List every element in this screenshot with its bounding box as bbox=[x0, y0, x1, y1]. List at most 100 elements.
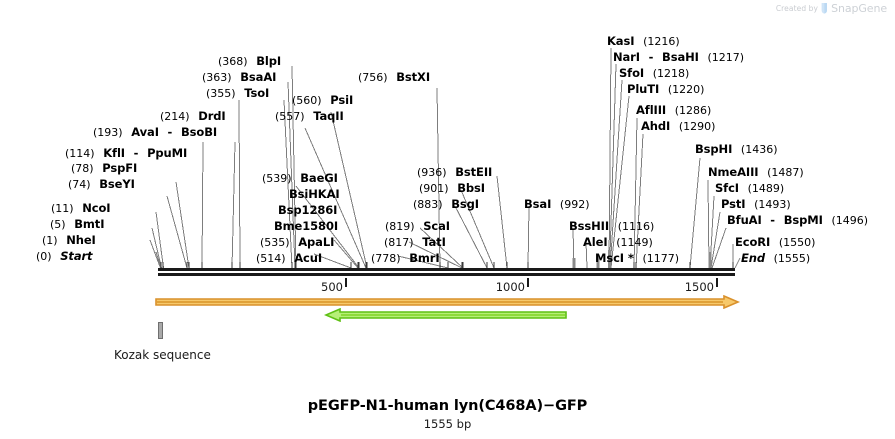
site-pos-tati: (817) bbox=[384, 236, 414, 249]
site-name-scai: ScaI bbox=[423, 219, 450, 233]
site-pos-sfci: (1489) bbox=[747, 182, 785, 195]
site-name-bseyi: BseYI bbox=[99, 177, 135, 191]
site-label-bseyi[interactable]: (74) BseYI bbox=[68, 178, 135, 191]
site-pos-nari: (1217) bbox=[707, 51, 745, 64]
feature-arrow-green[interactable] bbox=[322, 308, 570, 322]
site-name-sfoi: SfoI bbox=[619, 66, 645, 80]
site-label-apali[interactable]: (535) ApaLI bbox=[260, 236, 334, 249]
site-name-end: End bbox=[741, 251, 765, 265]
site-name-bsahi: BsaHI bbox=[662, 50, 699, 64]
site-pos-sfoi: (1218) bbox=[652, 67, 690, 80]
site-label-bsp1286i[interactable]: Bsp1286I bbox=[278, 204, 337, 216]
site-label-alei[interactable]: AleI (1149) bbox=[583, 236, 653, 249]
site-label-bfuai-bspmi[interactable]: BfuAI - BspMI (1496) bbox=[727, 214, 868, 227]
site-label-drdi[interactable]: (214) DrdI bbox=[160, 110, 226, 123]
site-label-ahdi[interactable]: AhdI (1290) bbox=[641, 120, 715, 133]
site-label-pluti[interactable]: PluTI (1220) bbox=[627, 83, 704, 96]
site-pos-alei: (1149) bbox=[616, 236, 653, 249]
site-label-taqii[interactable]: (557) TaqII bbox=[275, 110, 344, 123]
feature-arrow-orange[interactable] bbox=[152, 295, 742, 309]
site-label-bsihkai[interactable]: BsiHKAI bbox=[289, 188, 340, 200]
site-name-nhei: NheI bbox=[66, 233, 96, 247]
site-label-tsoi[interactable]: (355) TsoI bbox=[206, 87, 269, 100]
site-name-blpi: BlpI bbox=[256, 54, 282, 68]
site-label-blpi[interactable]: (368) BlpI bbox=[218, 55, 281, 68]
site-label-kfli-ppumi[interactable]: (114) KflI - PpuMI bbox=[65, 147, 187, 160]
site-name-apali: ApaLI bbox=[298, 235, 335, 249]
site-name-bsaai: BsaAI bbox=[240, 70, 277, 84]
site-label-bmti[interactable]: (5) BmtI bbox=[50, 218, 104, 231]
kozak-sequence-marker[interactable] bbox=[158, 322, 163, 339]
site-name-ncoi: NcoI bbox=[82, 201, 111, 215]
site-label-psii[interactable]: (560) PsiI bbox=[292, 94, 353, 107]
site-pos-bfuai: (1496) bbox=[831, 214, 869, 227]
site-name-alei: AleI bbox=[583, 235, 608, 249]
site-label-kasi[interactable]: KasI (1216) bbox=[607, 35, 680, 48]
site-name-bme1580i: Bme1580I bbox=[274, 219, 339, 233]
site-name-psii: PsiI bbox=[330, 93, 354, 107]
site-name-nari: NarI bbox=[613, 50, 640, 64]
site-label-nhei[interactable]: (1) NheI bbox=[42, 234, 96, 247]
site-label-avai-bsobi[interactable]: (193) AvaI - BsoBI bbox=[93, 126, 217, 139]
site-label-bsteii[interactable]: (936) BstEII bbox=[417, 166, 492, 179]
site-pos-start: (0) bbox=[36, 250, 52, 263]
site-label-bsaai[interactable]: (363) BsaAI bbox=[202, 71, 276, 84]
site-label-bbsi[interactable]: (901) BbsI bbox=[419, 182, 485, 195]
site-name-kasi: KasI bbox=[607, 34, 635, 48]
site-pos-bsaai: (363) bbox=[202, 71, 232, 84]
ruler-label-500: 500 bbox=[321, 280, 343, 294]
site-label-sfci[interactable]: SfcI (1489) bbox=[715, 182, 784, 195]
site-sep-avai: - bbox=[167, 125, 173, 139]
site-label-start[interactable]: (0) Start bbox=[36, 250, 93, 263]
site-name-acui: AcuI bbox=[294, 251, 323, 265]
site-pos-bmti: (5) bbox=[50, 218, 66, 231]
site-label-ncoi[interactable]: (11) NcoI bbox=[51, 201, 111, 215]
site-name-bspmi: BspMI bbox=[783, 213, 823, 227]
site-pos-kfli: (114) bbox=[65, 147, 95, 160]
site-label-baegi[interactable]: (539) BaeGI bbox=[262, 172, 338, 185]
site-label-sfoi[interactable]: SfoI (1218) bbox=[619, 67, 689, 80]
site-pos-afliii: (1286) bbox=[674, 104, 712, 117]
site-name-bsteii: BstEII bbox=[455, 165, 493, 179]
site-label-bsai[interactable]: BsaI (992) bbox=[524, 198, 590, 211]
site-pos-msci: (1177) bbox=[642, 252, 680, 265]
site-label-afliii[interactable]: AflIII (1286) bbox=[636, 104, 711, 117]
ruler-tick-500 bbox=[345, 278, 347, 287]
site-label-end[interactable]: End (1555) bbox=[741, 252, 810, 265]
watermark-created-by-text: Created by bbox=[775, 4, 819, 13]
plasmid-title: pEGFP-N1-human lyn(C468A)−GFP bbox=[307, 398, 588, 414]
site-label-pspfi[interactable]: (78) PspFI bbox=[71, 162, 137, 175]
site-pos-ncoi: (11) bbox=[51, 202, 74, 215]
site-pos-bseyi: (74) bbox=[68, 178, 91, 191]
site-label-tati[interactable]: (817) TatI bbox=[384, 236, 446, 249]
site-label-bme1580i[interactable]: Bme1580I bbox=[274, 220, 338, 232]
ruler-label-1500: 1500 bbox=[684, 280, 714, 294]
site-name-baegi: BaeGI bbox=[300, 171, 338, 185]
site-pos-bsgi: (883) bbox=[413, 198, 443, 211]
site-name-bmti: BmtI bbox=[74, 217, 105, 231]
site-label-acui[interactable]: (514) AcuI bbox=[256, 252, 322, 265]
site-name-bfuai: BfuAI bbox=[727, 213, 762, 227]
site-label-psti[interactable]: PstI (1493) bbox=[721, 198, 791, 211]
site-name-bsobi: BsoBI bbox=[180, 125, 218, 139]
sequence-backbone-bottom[interactable] bbox=[158, 273, 735, 276]
site-label-msci[interactable]: MscI * (1177) bbox=[595, 252, 679, 265]
site-label-bsphi[interactable]: BspHI (1436) bbox=[695, 143, 777, 156]
site-label-scai[interactable]: (819) ScaI bbox=[385, 220, 450, 233]
sequence-backbone-top[interactable] bbox=[158, 268, 735, 271]
site-label-bmri[interactable]: (778) BmrI bbox=[371, 252, 440, 265]
site-label-nmeaiii[interactable]: NmeAIII (1487) bbox=[708, 166, 804, 179]
site-label-bstxi[interactable]: (756) BstXI bbox=[358, 71, 430, 84]
site-pos-kasi: (1216) bbox=[643, 35, 680, 48]
site-name-tsoi: TsoI bbox=[244, 86, 270, 100]
site-pos-bbsi: (901) bbox=[419, 182, 449, 195]
site-name-ecori: EcoRI bbox=[735, 235, 771, 249]
ruler-tick-1000 bbox=[527, 278, 529, 287]
site-pos-psti: (1493) bbox=[754, 198, 791, 211]
site-label-bsshii[interactable]: BssHII (1116) bbox=[569, 220, 654, 233]
site-label-nari-bsahi[interactable]: NarI - BsaHI (1217) bbox=[613, 51, 744, 64]
watermark-brand-text: SnapGene bbox=[831, 2, 887, 15]
site-label-ecori[interactable]: EcoRI (1550) bbox=[735, 236, 815, 249]
site-label-bsgi[interactable]: (883) BsgI bbox=[413, 198, 479, 211]
